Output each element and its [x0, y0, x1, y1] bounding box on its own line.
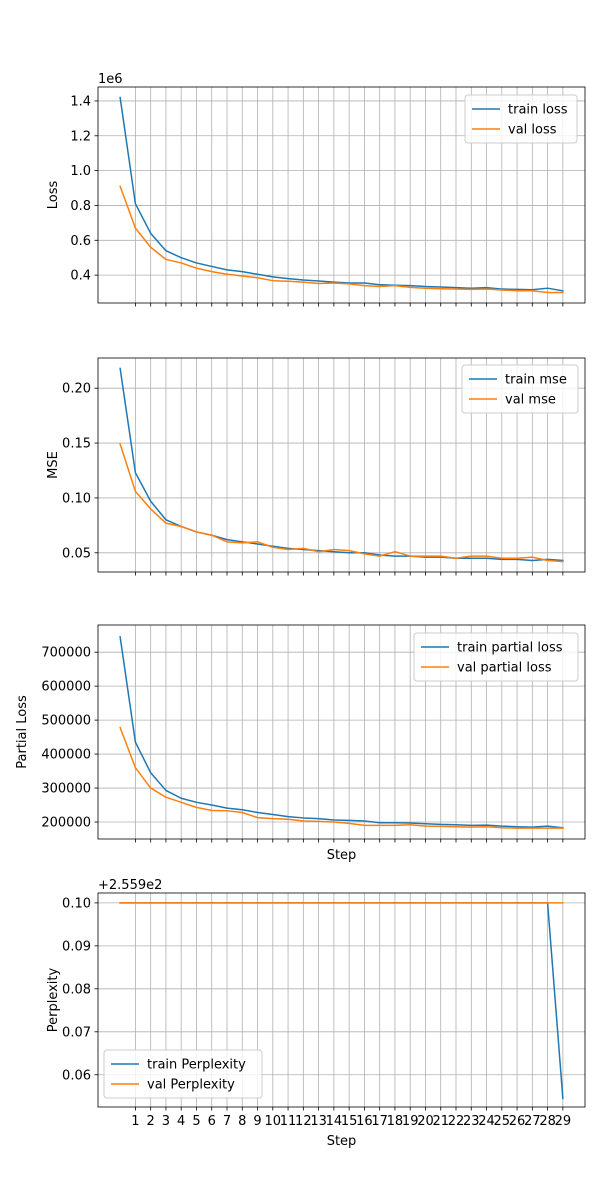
x-tick-label: 11: [280, 1114, 297, 1129]
y-axis-title: Perplexity: [46, 967, 61, 1032]
x-tick-label: 5: [192, 1114, 200, 1129]
x-tick-label: 4: [177, 1114, 185, 1129]
series-line-val-partial-loss: [119, 726, 564, 829]
axes-frame: [97, 86, 586, 304]
subplot-1: 0.4 0.6 0.8 1.0 1.2 1.4 Loss 1e6 train loss val l…: [46, 72, 586, 307]
y-tick-label: 0.4: [70, 269, 91, 284]
x-tick-label: 25: [494, 1114, 511, 1129]
x-tick-label: 19: [402, 1114, 419, 1129]
y-tick-label: 400000: [41, 748, 91, 763]
legend-label: val Perplexity: [147, 1078, 235, 1093]
y-tick-label: 500000: [41, 714, 91, 729]
x-tick-label: 29: [555, 1114, 572, 1129]
legend-label: val loss: [508, 123, 557, 138]
subplot-4: 1 2 3 4 5 6 7 8 9 1011121314151617181920212223242…: [46, 878, 586, 1149]
x-tick-label: 1: [131, 1114, 139, 1129]
x-tick-label: 17: [371, 1114, 388, 1129]
x-tick-label: 22: [448, 1114, 465, 1129]
x-tick-label: 18: [387, 1114, 404, 1129]
x-tick-label: 16: [356, 1114, 373, 1129]
y-tick-label: 0.10: [62, 896, 91, 911]
x-tick-label: 8: [238, 1114, 246, 1129]
y-axis-title: Partial Loss: [15, 695, 30, 769]
axes-frame: [97, 892, 586, 1108]
x-tick-label: 23: [463, 1114, 480, 1129]
x-tick-label: 3: [162, 1114, 170, 1129]
x-tick-label: 26: [509, 1114, 526, 1129]
y-tick-label: 0.8: [70, 199, 91, 214]
y-tick-label: 200000: [41, 816, 91, 831]
y-tick-label: 0.06: [62, 1068, 91, 1083]
x-tick-label: 14: [326, 1114, 343, 1129]
subplot-3: 200000 300000 400000 500000 600000 700000 Part…: [15, 624, 586, 863]
series-line-val-mse: [119, 443, 564, 563]
y-tick-label: 0.09: [62, 939, 91, 954]
y-tick-label: 0.15: [62, 437, 91, 452]
legend-box: [413, 632, 579, 682]
x-tick-label: 10: [265, 1114, 282, 1129]
y-axis-title: MSE: [46, 451, 61, 479]
legend-label: val partial loss: [457, 661, 552, 676]
legend-label: train mse: [505, 373, 567, 388]
x-tick-label: 13: [310, 1114, 327, 1129]
y-tick-label: 1.2: [70, 129, 91, 144]
y-tick-label: 0.20: [62, 382, 91, 397]
y-tick-label: 300000: [41, 782, 91, 797]
legend-label: train Perplexity: [147, 1058, 246, 1073]
y-tick-label: 1.0: [70, 164, 91, 179]
y-axis-title: Loss: [46, 181, 61, 210]
x-tick-label: 6: [208, 1114, 216, 1129]
y-tick-label: 1.4: [70, 94, 91, 109]
series-line-train-partial-loss: [119, 636, 564, 829]
legend-box: [464, 94, 578, 144]
series-line-train-loss: [119, 96, 564, 292]
axis-offset-text: 1e6: [98, 72, 123, 87]
axis-offset-text: +2.559e2: [98, 878, 162, 893]
legend: train mse val mse: [461, 364, 579, 414]
x-tick-label: 20: [417, 1114, 434, 1129]
x-tick-label: 21: [432, 1114, 449, 1129]
x-tick-label: 27: [524, 1114, 541, 1129]
x-tick-label: 2: [147, 1114, 155, 1129]
series-line-val-loss: [119, 185, 564, 294]
legend-box: [103, 1049, 263, 1099]
y-tick-label: 0.10: [62, 491, 91, 506]
legend-label: train loss: [508, 103, 568, 118]
x-tick-label: 24: [478, 1114, 495, 1129]
subplot-2: 0.05 0.10 0.15 0.20 MSE train mse val mse: [46, 357, 586, 576]
x-tick-label: 15: [341, 1114, 358, 1129]
x-axis-title: Step: [327, 848, 357, 863]
legend-label: val mse: [505, 393, 556, 408]
y-tick-label: 0.6: [70, 234, 91, 249]
y-tick-label: 700000: [41, 646, 91, 661]
legend-label: train partial loss: [457, 641, 563, 656]
legend: train partial loss val partial loss: [413, 632, 579, 682]
x-axis-title: Step: [327, 1134, 357, 1149]
axes-frame: [97, 624, 586, 840]
x-tick-label: 28: [539, 1114, 556, 1129]
x-tick-label: 12: [295, 1114, 312, 1129]
x-tick-label: 7: [223, 1114, 231, 1129]
y-tick-label: 0.08: [62, 982, 91, 997]
y-tick-label: 0.05: [62, 546, 91, 561]
y-tick-label: 0.07: [62, 1025, 91, 1040]
axes-frame: [97, 357, 586, 573]
legend-box: [461, 364, 579, 414]
x-tick-label: 9: [253, 1114, 261, 1129]
y-tick-label: 600000: [41, 680, 91, 695]
legend: train loss val loss: [464, 94, 578, 144]
legend: train Perplexity val Perplexity: [103, 1049, 263, 1099]
